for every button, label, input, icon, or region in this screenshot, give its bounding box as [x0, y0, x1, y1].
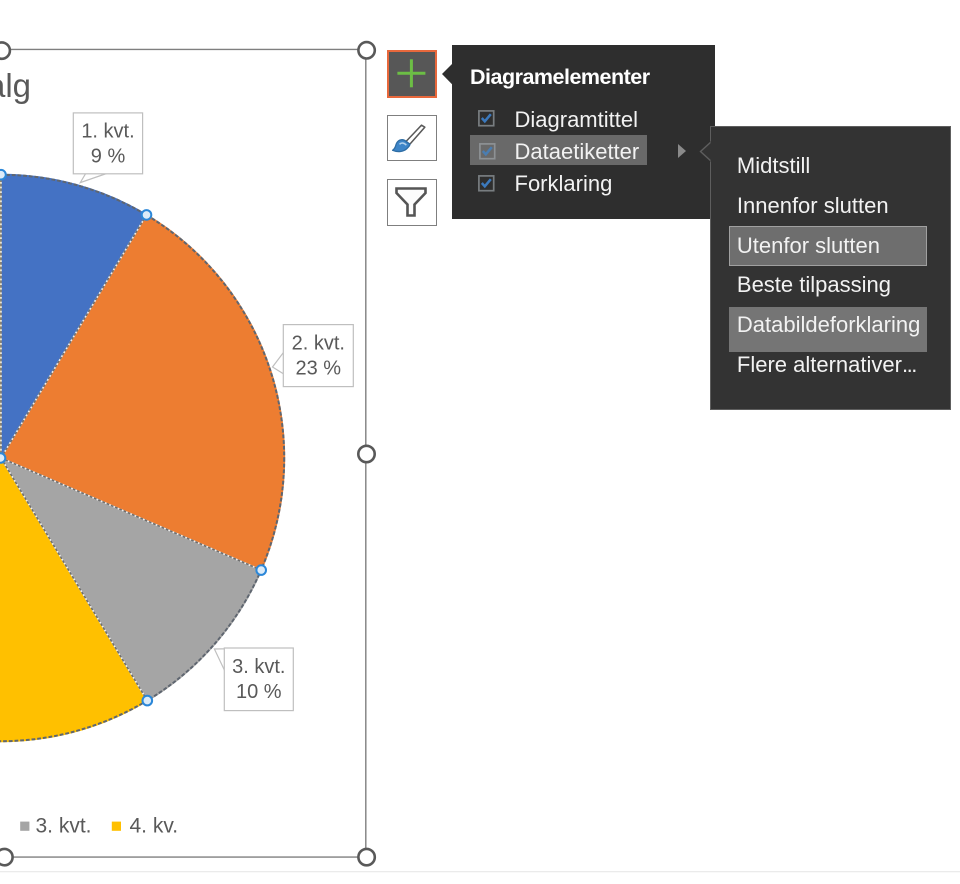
svg-text:9 %: 9 % — [91, 146, 126, 168]
svg-text:3. kvt.: 3. kvt. — [36, 815, 92, 838]
svg-text:10 %: 10 % — [236, 681, 282, 703]
svg-text:3. kvt.: 3. kvt. — [232, 656, 285, 678]
svg-text:23 %: 23 % — [296, 357, 342, 379]
svg-text:4. kv.: 4. kv. — [130, 815, 179, 838]
svg-text:2. kvt.: 2. kvt. — [292, 332, 345, 354]
svg-text:alg: alg — [0, 67, 31, 104]
svg-text:1. kvt.: 1. kvt. — [81, 121, 134, 143]
